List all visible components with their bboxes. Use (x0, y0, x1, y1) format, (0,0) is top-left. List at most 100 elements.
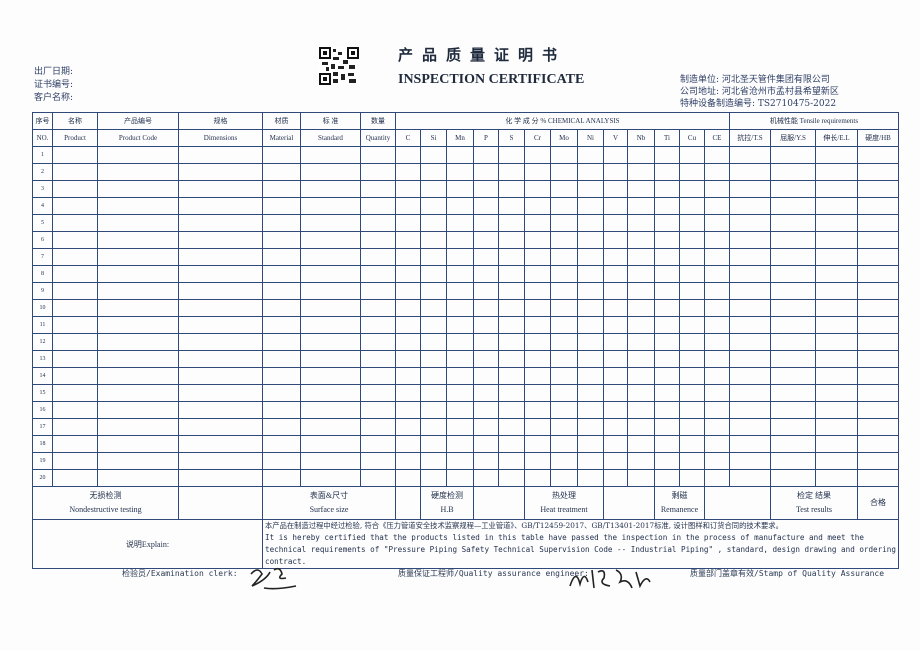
table-cell (729, 469, 771, 487)
table-cell (550, 163, 578, 181)
table-cell (395, 452, 421, 470)
table-cell (300, 384, 361, 402)
table-cell (627, 469, 655, 487)
col-standard-cn: 标 准 (300, 112, 361, 130)
col-dimensions-cn: 规格 (178, 112, 263, 130)
row-number: 17 (32, 418, 53, 436)
table-cell (857, 435, 899, 453)
table-cell (857, 469, 899, 487)
col-no-cn: 序号 (32, 112, 53, 130)
table-cell (473, 350, 499, 368)
tensile-header: 机械性能 Tensile requirements (729, 112, 899, 130)
table-cell (627, 418, 655, 436)
table-cell (446, 316, 474, 334)
explain-text: 本产品在制造过程中经过检验, 符合《压力管道安全技术监察规程—工业管道》、GB/… (262, 519, 899, 569)
table-cell (679, 146, 705, 164)
table-cell (603, 316, 628, 334)
table-cell (360, 384, 396, 402)
table-cell (97, 333, 179, 351)
table-cell (577, 333, 604, 351)
table-cell (97, 163, 179, 181)
table-cell (815, 333, 858, 351)
table-cell (770, 435, 816, 453)
col-product-cn: 名称 (52, 112, 98, 130)
table-cell (729, 248, 771, 266)
table-cell (627, 180, 655, 198)
table-cell (603, 180, 628, 198)
table-cell (262, 367, 301, 385)
table-cell (262, 214, 301, 232)
table-cell (473, 214, 499, 232)
table-cell (815, 469, 858, 487)
table-cell (603, 435, 628, 453)
table-cell (729, 418, 771, 436)
table-cell (679, 197, 705, 215)
explain-en: It is hereby certified that the products… (265, 533, 896, 566)
table-cell (498, 469, 525, 487)
table-cell (420, 469, 447, 487)
table-cell (178, 180, 263, 198)
row-number: 12 (32, 333, 53, 351)
table-cell (627, 350, 655, 368)
table-cell (524, 146, 551, 164)
table-cell (420, 384, 447, 402)
table-cell (603, 469, 628, 487)
table-cell (52, 146, 98, 164)
table-cell (603, 350, 628, 368)
col-chem-ni: Ni (577, 129, 604, 147)
table-cell (360, 401, 396, 419)
table-cell (420, 452, 447, 470)
table-cell (679, 401, 705, 419)
table-cell (704, 248, 730, 266)
table-cell (300, 180, 361, 198)
table-cell (654, 367, 680, 385)
table-row: 5 (32, 214, 899, 232)
table-cell (473, 316, 499, 334)
table-cell (360, 248, 396, 266)
col-material-en: Material (262, 129, 301, 147)
table-cell (654, 146, 680, 164)
col-chem-c: C (395, 129, 421, 147)
table-cell (300, 367, 361, 385)
table-cell (627, 282, 655, 300)
table-cell (577, 214, 604, 232)
table-cell (729, 367, 771, 385)
table-cell (446, 384, 474, 402)
table-cell (550, 214, 578, 232)
table-cell (704, 146, 730, 164)
table-cell (262, 384, 301, 402)
col-quantity-en: Quantity (360, 129, 396, 147)
table-cell (857, 146, 899, 164)
table-cell (395, 384, 421, 402)
table-cell (550, 316, 578, 334)
table-cell (577, 265, 604, 283)
col-quantity-cn: 数量 (360, 112, 396, 130)
table-cell (679, 231, 705, 249)
table-cell (498, 435, 525, 453)
table-cell (498, 180, 525, 198)
table-cell (550, 248, 578, 266)
table-cell (498, 231, 525, 249)
table-cell (603, 231, 628, 249)
table-cell (704, 469, 730, 487)
table-cell (360, 265, 396, 283)
table-cell (704, 333, 730, 351)
table-cell (395, 350, 421, 368)
table-cell (473, 401, 499, 419)
table-cell (446, 146, 474, 164)
table-cell (577, 180, 604, 198)
table-cell (627, 146, 655, 164)
table-cell (550, 333, 578, 351)
table-cell (360, 299, 396, 317)
table-cell (603, 367, 628, 385)
explain-cn: 本产品在制造过程中经过检验, 符合《压力管道安全技术监察规程—工业管道》、GB/… (265, 521, 783, 530)
table-cell (815, 350, 858, 368)
table-cell (52, 469, 98, 487)
table-cell (473, 231, 499, 249)
table-row: 2 (32, 163, 899, 181)
table-cell (97, 350, 179, 368)
remanence-label: 剩磁 Remanence (654, 486, 705, 520)
table-cell (420, 299, 447, 317)
table-cell (446, 265, 474, 283)
table-cell (178, 299, 263, 317)
